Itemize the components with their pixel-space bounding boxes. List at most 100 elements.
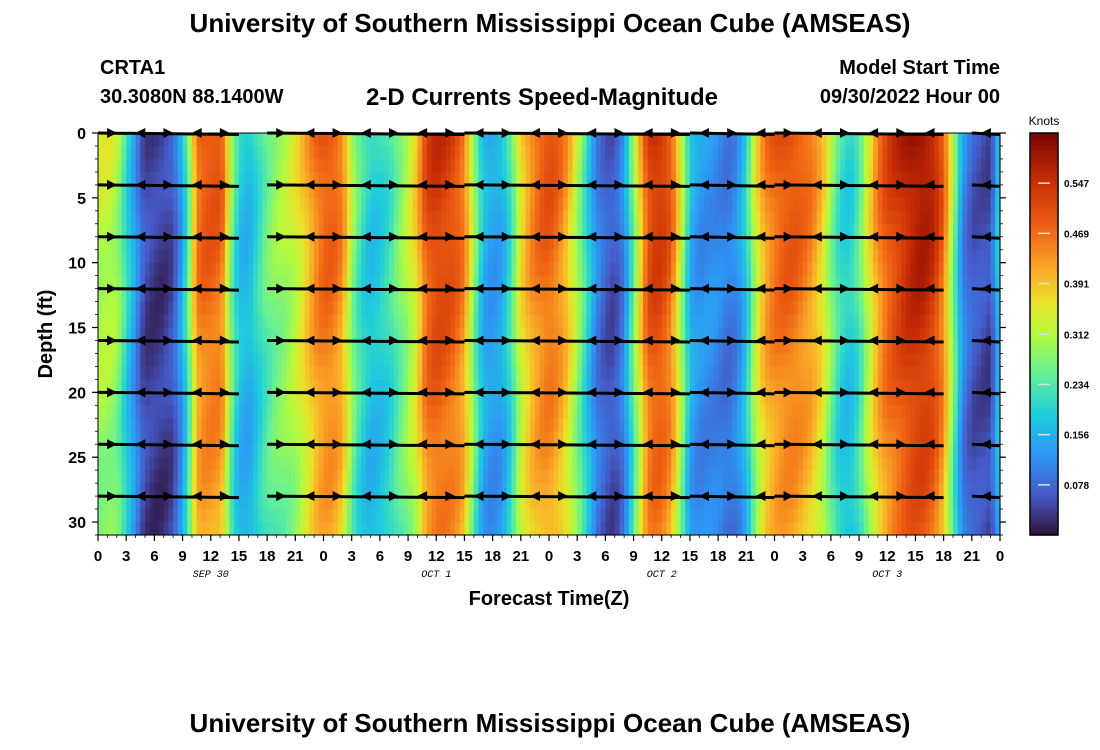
heatmap-cell: [595, 236, 602, 251]
heatmap-cell: [267, 314, 273, 329]
heatmap-cell: [840, 509, 846, 523]
heatmap-cell: [196, 470, 202, 484]
heatmap-cell: [661, 353, 668, 368]
heatmap-cell: [102, 483, 108, 497]
heatmap-cell: [469, 431, 475, 445]
heatmap-cell: [187, 314, 193, 329]
heatmap-cell: [727, 470, 733, 484]
heatmap-cell: [356, 249, 362, 264]
heatmap-cell: [196, 483, 202, 497]
heatmap-cell: [346, 327, 353, 342]
heatmap-cell: [346, 522, 353, 536]
heatmap-cell: [708, 236, 715, 251]
heatmap-cell: [610, 379, 616, 393]
heatmap-cell: [821, 197, 827, 212]
heatmap-cell: [210, 405, 217, 419]
heatmap-cell: [112, 184, 118, 199]
heatmap-cell: [685, 288, 691, 303]
heatmap-cell: [544, 353, 550, 368]
heatmap-cell: [408, 405, 414, 419]
heatmap-cell: [351, 184, 357, 199]
heatmap-cell: [516, 353, 522, 368]
heatmap-cell: [238, 133, 245, 147]
heatmap-cell: [605, 262, 611, 277]
heatmap-cell: [558, 158, 564, 173]
heatmap-cell: [830, 379, 837, 393]
heatmap-cell: [652, 340, 658, 355]
heatmap-cell: [248, 288, 254, 303]
heatmap-cell: [98, 496, 104, 510]
heatmap-cell: [168, 249, 174, 264]
heatmap-cell: [201, 457, 207, 471]
heatmap-cell: [370, 392, 376, 406]
heatmap-cell: [605, 236, 611, 251]
heatmap-cell: [746, 457, 752, 471]
heatmap-cell: [751, 301, 757, 316]
heatmap-cell: [144, 496, 151, 510]
heatmap-cell: [586, 431, 592, 445]
heatmap-cell: [614, 418, 621, 432]
heatmap-cell: [821, 457, 827, 471]
heatmap-cell: [685, 145, 691, 160]
heatmap-cell: [478, 314, 484, 329]
heatmap-cell: [751, 444, 757, 458]
heatmap-cell: [356, 223, 362, 238]
heatmap-cell: [459, 171, 466, 186]
heatmap-cell: [516, 236, 522, 251]
heatmap-cell: [271, 301, 278, 316]
heatmap-cell: [459, 262, 466, 277]
heatmap-cell: [614, 158, 621, 173]
heatmap-cell: [356, 509, 362, 523]
heatmap-cell: [201, 158, 207, 173]
heatmap-cell: [511, 496, 517, 510]
heatmap-cell: [177, 444, 184, 458]
heatmap-cell: [812, 223, 818, 238]
heatmap-cell: [577, 301, 583, 316]
heatmap-cell: [285, 366, 292, 380]
heatmap-cell: [154, 133, 160, 147]
heatmap-cell: [605, 418, 611, 432]
heatmap-cell: [112, 301, 118, 316]
heatmap-cell: [516, 158, 522, 173]
heatmap-cell: [173, 184, 179, 199]
heatmap-cell: [271, 483, 278, 497]
heatmap-cell: [191, 171, 198, 186]
heatmap-cell: [727, 444, 733, 458]
heatmap-cell: [389, 431, 395, 445]
heatmap-cell: [727, 483, 733, 497]
heatmap-cell: [638, 145, 644, 160]
heatmap-cell: [553, 275, 559, 290]
heatmap-cell: [581, 197, 588, 212]
heatmap-cell: [802, 457, 808, 471]
heatmap-cell: [849, 314, 855, 329]
heatmap-cell: [652, 133, 658, 147]
heatmap-cell: [581, 314, 588, 329]
heatmap-cell: [497, 418, 503, 432]
heatmap-cell: [628, 431, 635, 445]
heatmap-cell: [666, 158, 672, 173]
heatmap-cell: [722, 457, 729, 471]
heatmap-cell: [619, 210, 625, 225]
heatmap-cell: [835, 288, 841, 303]
heatmap-cell: [398, 314, 404, 329]
heatmap-cell: [642, 236, 649, 251]
heatmap-cell: [774, 158, 780, 173]
heatmap-cell: [271, 418, 278, 432]
heatmap-cell: [774, 262, 780, 277]
heatmap-cell: [112, 522, 118, 536]
heatmap-cell: [844, 470, 851, 484]
heatmap-cell: [168, 418, 174, 432]
heatmap-cell: [431, 366, 437, 380]
heatmap-cell: [356, 197, 362, 212]
heatmap-cell: [262, 366, 268, 380]
heatmap-cell: [619, 444, 625, 458]
heatmap-cell: [455, 197, 461, 212]
heatmap-cell: [549, 418, 555, 432]
heatmap-cell: [238, 314, 245, 329]
heatmap-cell: [98, 379, 104, 393]
heatmap-cell: [727, 133, 733, 147]
heatmap-cell: [722, 418, 729, 432]
heatmap-cell: [149, 483, 155, 497]
heatmap-cell: [657, 133, 663, 147]
heatmap-cell: [168, 470, 174, 484]
